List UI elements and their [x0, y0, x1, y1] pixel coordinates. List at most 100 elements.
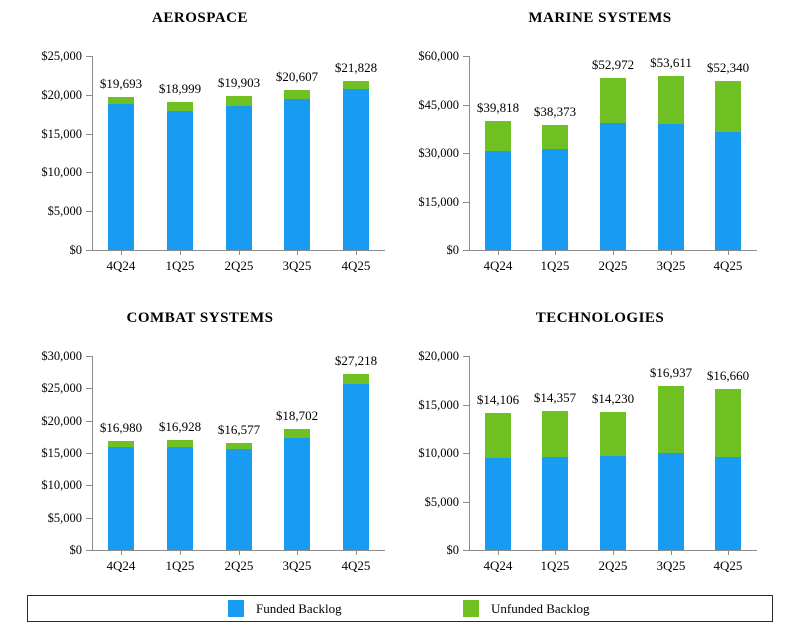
- x-axis-category-label: 4Q24: [483, 258, 513, 273]
- funded-bar: [485, 151, 511, 250]
- x-axis-category-label: 1Q25: [540, 258, 570, 273]
- y-axis-tick: [463, 56, 469, 57]
- y-axis-tick-label: $10,000: [41, 165, 82, 179]
- funded-bar: [343, 384, 369, 550]
- funded-bar: [343, 89, 369, 250]
- unfunded-bar: [658, 386, 684, 453]
- y-axis-tick-label: $30,000: [41, 349, 82, 363]
- bar-total-label: $16,577: [217, 422, 261, 437]
- unfunded-bar: [485, 413, 511, 458]
- bar-total-label: $14,230: [591, 391, 635, 406]
- y-axis-tick-label: $60,000: [418, 49, 459, 63]
- x-axis-tick: [613, 551, 614, 555]
- y-axis-tick-label: $20,000: [418, 349, 459, 363]
- y-axis-tick: [463, 202, 469, 203]
- charts-grid: AEROSPACE $0 $5,000 $10,000 $15,000 $20,000 $2…: [41, 10, 800, 590]
- y-axis-line: [469, 356, 470, 550]
- x-axis-category-label: 3Q25: [656, 258, 686, 273]
- x-axis-tick: [498, 551, 499, 555]
- x-axis-category-label: 1Q25: [540, 558, 570, 573]
- y-axis-tick-label: $15,000: [41, 446, 82, 460]
- chart-technologies: TECHNOLOGIES $0 $5,000 $10,000 $15,000 $20,00…: [400, 300, 800, 590]
- y-axis-tick-label: $25,000: [41, 49, 82, 63]
- y-axis-line: [92, 56, 93, 250]
- unfunded-bar: [226, 96, 252, 106]
- bar-total-label: $19,903: [217, 75, 261, 90]
- y-axis-tick-label: $15,000: [41, 127, 82, 141]
- unfunded-swatch-icon: [463, 600, 479, 617]
- y-axis-tick: [463, 250, 469, 251]
- bar-total-label: $52,340: [706, 60, 750, 75]
- funded-bar: [600, 123, 626, 250]
- bar-total-label: $14,357: [533, 390, 577, 405]
- bar-total-label: $16,928: [158, 419, 202, 434]
- y-axis-tick: [463, 153, 469, 154]
- funded-bar: [167, 111, 193, 250]
- x-axis-tick: [239, 551, 240, 555]
- x-axis-category-label: 2Q25: [224, 558, 254, 573]
- y-axis-tick: [86, 211, 92, 212]
- x-axis-category-label: 2Q25: [598, 558, 628, 573]
- y-axis-tick: [463, 502, 469, 503]
- unfunded-bar: [542, 411, 568, 457]
- funded-bar: [600, 456, 626, 550]
- y-axis-tick: [86, 485, 92, 486]
- y-axis-tick-label: $45,000: [418, 98, 459, 112]
- x-axis-tick: [239, 251, 240, 255]
- unfunded-bar: [284, 90, 310, 99]
- y-axis-tick: [86, 388, 92, 389]
- x-axis-category-label: 2Q25: [224, 258, 254, 273]
- x-axis-tick: [180, 251, 181, 255]
- unfunded-bar: [284, 429, 310, 438]
- y-axis-tick-label: $15,000: [418, 398, 459, 412]
- bar-total-label: $14,106: [476, 392, 520, 407]
- y-axis-tick: [86, 421, 92, 422]
- funded-bar: [226, 106, 252, 250]
- funded-bar: [715, 457, 741, 550]
- unfunded-bar: [658, 76, 684, 124]
- bar-total-label: $19,693: [99, 76, 143, 91]
- funded-bar: [226, 449, 252, 550]
- y-axis-tick: [463, 405, 469, 406]
- bar-total-label: $16,660: [706, 368, 750, 383]
- legend-item-funded: Funded Backlog: [228, 596, 342, 621]
- funded-bar: [542, 149, 568, 250]
- bar-total-label: $38,373: [533, 104, 577, 119]
- bar-total-label: $16,937: [649, 365, 693, 380]
- unfunded-bar: [343, 374, 369, 384]
- y-axis-tick: [86, 518, 92, 519]
- bar-total-label: $18,702: [275, 408, 319, 423]
- x-axis-tick: [297, 551, 298, 555]
- y-axis-tick: [86, 134, 92, 135]
- funded-bar: [658, 124, 684, 250]
- unfunded-bar: [108, 97, 134, 104]
- x-axis-category-label: 4Q25: [341, 558, 371, 573]
- bar-total-label: $18,999: [158, 81, 202, 96]
- y-axis-tick-label: $0: [69, 243, 83, 257]
- x-axis-tick: [728, 251, 729, 255]
- y-axis-tick-label: $20,000: [41, 88, 82, 102]
- funded-bar: [108, 104, 134, 250]
- x-axis-tick: [356, 251, 357, 255]
- y-axis-tick: [86, 172, 92, 173]
- y-axis-tick: [463, 356, 469, 357]
- unfunded-bar: [542, 125, 568, 149]
- bar-total-label: $16,980: [99, 420, 143, 435]
- y-axis-tick-label: $5,000: [47, 511, 82, 525]
- x-axis-category-label: 4Q24: [483, 558, 513, 573]
- bar-total-label: $20,607: [275, 69, 319, 84]
- unfunded-bar: [343, 81, 369, 89]
- chart-title: TECHNOLOGIES: [535, 310, 665, 326]
- x-axis-line: [92, 250, 385, 251]
- bar-total-label: $21,828: [334, 60, 378, 75]
- unfunded-bar: [600, 78, 626, 123]
- x-axis-category-label: 4Q24: [106, 258, 136, 273]
- unfunded-bar: [226, 443, 252, 449]
- x-axis-category-label: 1Q25: [165, 258, 195, 273]
- x-axis-category-label: 4Q25: [713, 258, 743, 273]
- x-axis-tick: [121, 551, 122, 555]
- y-axis-tick: [86, 95, 92, 96]
- y-axis-tick-label: $30,000: [418, 146, 459, 160]
- unfunded-bar: [485, 121, 511, 151]
- y-axis-tick: [86, 250, 92, 251]
